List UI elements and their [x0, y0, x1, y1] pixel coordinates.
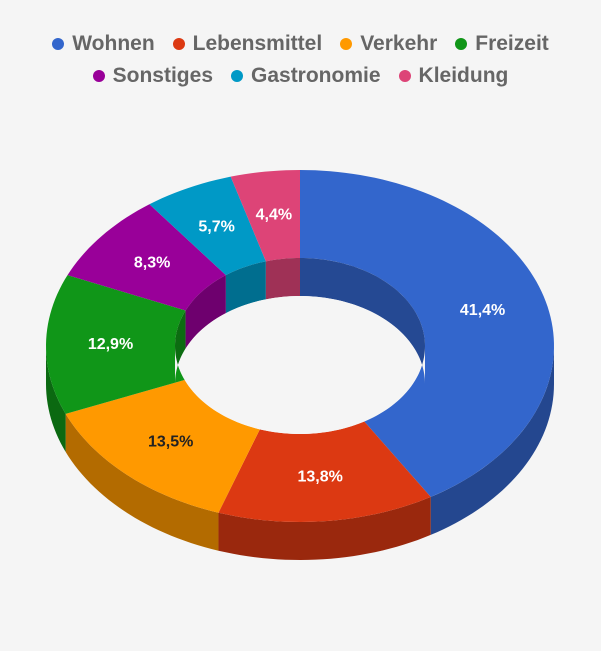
legend-row-2: Sonstiges Gastronomie Kleidung	[0, 63, 601, 89]
legend-label: Sonstiges	[112, 64, 213, 87]
outer-wall-verkehr	[65, 413, 219, 551]
legend-item-lebensmittel[interactable]: Lebensmittel	[172, 31, 323, 57]
legend-item-kleidung[interactable]: Kleidung	[398, 63, 509, 89]
legend-label: Freizeit	[475, 32, 549, 55]
legend-dot-icon	[231, 70, 243, 82]
legend-item-wohnen[interactable]: Wohnen	[52, 31, 155, 57]
slice-sonstiges	[67, 204, 226, 311]
slice-verkehr	[65, 379, 260, 513]
legend-dot-icon	[52, 38, 65, 50]
slice-labels: 41,4% 13,8% 13,5% 12,9% 8,3% 5,7% 4,4%	[88, 207, 505, 486]
slice-gastronomie	[149, 176, 266, 276]
legend-dot-icon	[340, 38, 353, 50]
slice-label-wohnen: 41,4%	[460, 302, 505, 319]
legend-item-verkehr[interactable]: Verkehr	[340, 31, 437, 57]
slice-freizeit	[46, 275, 186, 414]
inner-wall-wohnen	[300, 258, 425, 384]
legend-dot-icon	[172, 38, 185, 50]
donut-hole	[175, 296, 425, 434]
slice-lebensmittel	[218, 421, 431, 522]
slice-label-freizeit: 12,9%	[88, 336, 133, 353]
inner-wall-kleidung	[265, 258, 300, 300]
legend-item-gastronomie[interactable]: Gastronomie	[231, 63, 381, 89]
legend-label: Lebensmittel	[192, 32, 323, 55]
legend-label: Wohnen	[72, 32, 155, 55]
legend-row-1: Wohnen Lebensmittel Verkehr Freizeit	[0, 31, 601, 57]
inner-wall-sonstiges	[185, 275, 226, 349]
slice-label-lebensmittel: 13,8%	[298, 468, 343, 485]
slice-wohnen	[300, 170, 554, 497]
legend-dot-icon	[455, 38, 468, 50]
legend-dot-icon	[398, 70, 411, 82]
outer-wall-freizeit	[46, 346, 66, 452]
legend-label: Gastronomie	[251, 64, 381, 87]
slice-tops	[46, 170, 554, 522]
outer-wall-lebensmittel	[218, 496, 431, 560]
slice-kleidung	[230, 170, 300, 262]
outer-wall-wohnen	[430, 346, 554, 535]
legend-item-sonstiges[interactable]: Sonstiges	[92, 63, 213, 89]
legend-label: Kleidung	[418, 64, 509, 87]
slice-label-sonstiges: 8,3%	[134, 255, 170, 272]
slice-label-gastronomie: 5,7%	[198, 219, 234, 236]
slice-label-verkehr: 13,5%	[148, 434, 193, 451]
slice-label-kleidung: 4,4%	[256, 207, 292, 224]
legend-item-freizeit[interactable]: Freizeit	[455, 31, 549, 57]
inner-wall-gastronomie	[225, 261, 266, 314]
legend-label: Verkehr	[360, 32, 438, 55]
legend-dot-icon	[92, 70, 105, 82]
outer-walls	[46, 346, 554, 560]
